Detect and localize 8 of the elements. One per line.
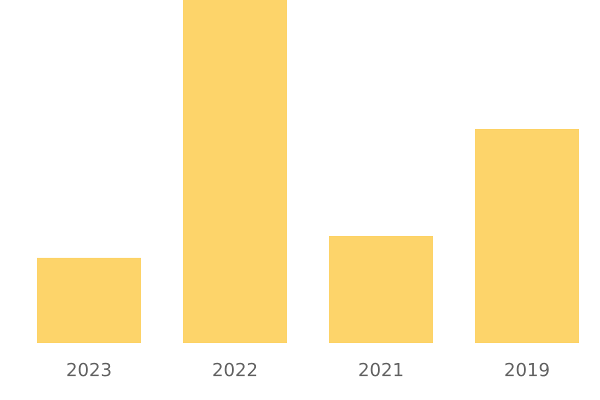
bar xyxy=(37,258,141,343)
bar xyxy=(475,128,579,343)
bar xyxy=(183,0,287,343)
x-tick-label: 2023 xyxy=(67,362,111,376)
x-tick-label: 2021 xyxy=(359,362,402,376)
bar xyxy=(329,236,433,343)
x-tick-label: 2019 xyxy=(505,362,549,376)
x-tick-label: 2022 xyxy=(213,362,256,376)
